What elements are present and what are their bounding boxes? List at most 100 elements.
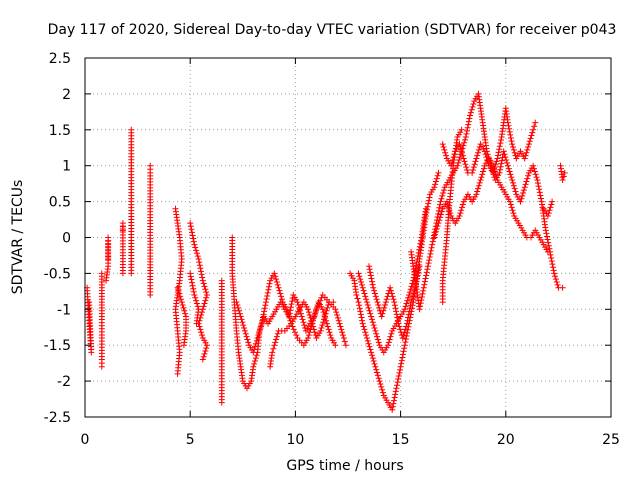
data-point bbox=[264, 292, 271, 299]
data-point bbox=[374, 333, 381, 340]
data-point bbox=[259, 317, 266, 324]
data-point bbox=[504, 159, 511, 166]
data-point bbox=[401, 329, 408, 336]
data-point bbox=[406, 289, 413, 296]
data-point bbox=[528, 132, 535, 139]
data-point bbox=[367, 346, 374, 353]
data-point bbox=[257, 323, 264, 330]
data-point bbox=[413, 262, 420, 269]
data-point bbox=[440, 187, 447, 194]
data-point bbox=[441, 146, 448, 153]
data-point bbox=[439, 141, 446, 148]
data-point bbox=[463, 130, 470, 137]
data-point bbox=[509, 141, 516, 148]
data-point bbox=[534, 180, 541, 187]
data-point bbox=[482, 151, 489, 158]
data-point bbox=[439, 192, 446, 199]
data-point bbox=[242, 330, 249, 337]
data-point bbox=[405, 311, 412, 318]
data-point bbox=[496, 146, 503, 153]
data-point bbox=[402, 326, 409, 333]
data-point bbox=[193, 320, 200, 327]
data-point bbox=[320, 319, 327, 326]
data-point bbox=[436, 217, 443, 224]
data-point bbox=[485, 159, 492, 166]
data-point bbox=[440, 144, 447, 151]
data-point bbox=[435, 210, 442, 217]
data-point bbox=[194, 253, 201, 260]
data-point bbox=[321, 316, 328, 323]
data-point bbox=[437, 198, 444, 205]
data-point bbox=[420, 284, 427, 291]
data-point bbox=[289, 323, 296, 330]
data-point bbox=[317, 327, 324, 334]
data-point bbox=[270, 345, 277, 352]
data-point bbox=[353, 291, 360, 298]
data-point bbox=[493, 174, 500, 181]
data-point bbox=[460, 155, 467, 162]
data-point bbox=[190, 235, 197, 242]
data-point bbox=[367, 269, 374, 276]
data-point bbox=[424, 263, 431, 270]
data-point bbox=[361, 290, 368, 297]
data-point bbox=[300, 319, 307, 326]
y-tick-label: -2 bbox=[57, 374, 71, 390]
data-point bbox=[431, 184, 438, 191]
data-point bbox=[190, 285, 197, 292]
data-point bbox=[483, 154, 490, 161]
data-point bbox=[491, 167, 498, 174]
data-point bbox=[403, 332, 410, 339]
data-point bbox=[361, 326, 368, 333]
data-point bbox=[362, 293, 369, 300]
data-point bbox=[179, 301, 186, 308]
data-point bbox=[389, 403, 396, 410]
data-point bbox=[324, 304, 331, 311]
data-point bbox=[462, 161, 469, 168]
data-point bbox=[387, 333, 394, 340]
data-point bbox=[204, 342, 211, 349]
data-point bbox=[413, 259, 420, 266]
data-point bbox=[416, 306, 423, 313]
data-point bbox=[192, 294, 199, 301]
data-point bbox=[545, 210, 552, 217]
data-point bbox=[200, 280, 207, 287]
data-point bbox=[548, 255, 555, 262]
data-point bbox=[435, 220, 442, 227]
data-point bbox=[299, 316, 306, 323]
data-point bbox=[241, 327, 248, 334]
data-point bbox=[355, 299, 362, 306]
x-axis-label: GPS time / hours bbox=[286, 458, 403, 474]
y-tick-label: -2.5 bbox=[44, 410, 71, 426]
data-point bbox=[262, 302, 269, 309]
data-point bbox=[311, 329, 318, 336]
data-point bbox=[467, 109, 474, 116]
data-point bbox=[464, 167, 471, 174]
data-point bbox=[269, 349, 276, 356]
data-point bbox=[369, 355, 376, 362]
data-point bbox=[197, 326, 204, 333]
data-point bbox=[335, 317, 342, 324]
data-point bbox=[327, 332, 334, 339]
data-point bbox=[398, 357, 405, 364]
data-point bbox=[366, 266, 373, 273]
data-point bbox=[289, 298, 296, 305]
data-point bbox=[359, 284, 366, 291]
data-point bbox=[409, 293, 416, 300]
data-point bbox=[355, 270, 362, 277]
data-point bbox=[202, 297, 209, 304]
chart-title: Day 117 of 2020, Sidereal Day-to-day VTE… bbox=[48, 22, 617, 38]
data-point bbox=[522, 181, 529, 188]
data-point bbox=[433, 175, 440, 182]
data-point bbox=[360, 287, 367, 294]
data-point bbox=[274, 281, 281, 288]
data-point bbox=[459, 204, 466, 211]
data-point bbox=[369, 278, 376, 285]
data-point bbox=[408, 299, 415, 306]
data-point bbox=[473, 155, 480, 162]
data-point bbox=[491, 164, 498, 171]
data-point bbox=[291, 329, 298, 336]
data-point bbox=[362, 329, 369, 336]
data-point bbox=[177, 296, 184, 303]
data-point bbox=[203, 289, 210, 296]
data-point bbox=[417, 300, 424, 307]
